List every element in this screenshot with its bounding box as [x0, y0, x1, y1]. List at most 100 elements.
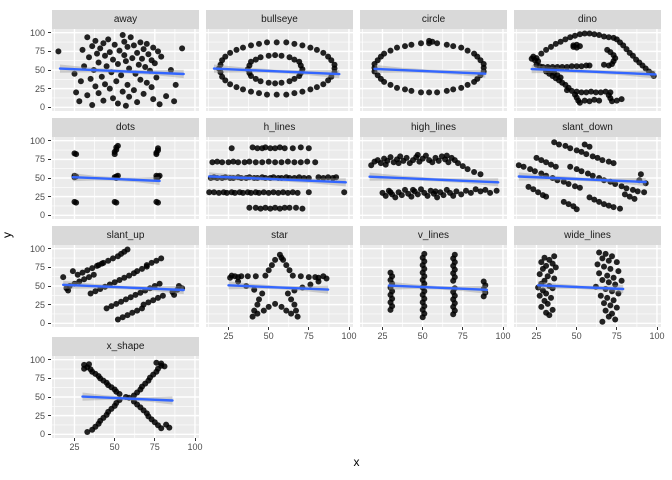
- facet-strip-dino: dino: [514, 10, 661, 29]
- x-tick-mark: [616, 327, 618, 330]
- x-tick-label: 100: [649, 331, 665, 341]
- y-tick-label: 75: [34, 373, 45, 384]
- y-tick-label: 0: [39, 318, 45, 329]
- x-tick-mark: [502, 327, 504, 330]
- y-tick-mark: [48, 359, 51, 361]
- x-tick-mark: [536, 327, 537, 330]
- facet-strip-dots: dots: [52, 118, 199, 137]
- facet-panel-star: [206, 245, 353, 327]
- x-tick-mark: [422, 327, 424, 330]
- x-tick-label: 75: [457, 331, 468, 341]
- x-tick-mark: [228, 327, 229, 330]
- y-tick-mark: [48, 248, 51, 250]
- facet-strip-label: star: [271, 230, 288, 241]
- facet-strip-slant_down: slant_down: [514, 118, 661, 137]
- x-axis-title: x: [353, 455, 360, 469]
- facet-strip-label: wide_lines: [564, 230, 611, 241]
- facet-strip-high_lines: high_lines: [360, 118, 507, 137]
- x-tick-label: 25: [69, 442, 80, 452]
- y-tick-label: 50: [34, 392, 45, 402]
- facet-strip-wide_lines: wide_lines: [514, 226, 661, 245]
- regression-line: [536, 284, 625, 291]
- y-tick-mark: [48, 415, 51, 417]
- facet-panel-slant_down: [514, 137, 661, 219]
- facet-strip-label: h_lines: [263, 122, 296, 133]
- x-tick-mark: [154, 438, 156, 441]
- facet-strip-x_shape: x_shape: [52, 337, 199, 356]
- y-tick-mark: [48, 140, 51, 142]
- y-tick-mark: [48, 433, 51, 435]
- facet-strip-v_lines: v_lines: [360, 226, 507, 245]
- facet-panel-x_shape: [52, 356, 199, 438]
- facet-panel-v_lines: [360, 245, 507, 327]
- y-tick-mark: [48, 50, 51, 52]
- y-tick-label: 25: [34, 83, 45, 94]
- facet-strip-label: dino: [578, 14, 597, 25]
- y-tick-mark: [48, 106, 51, 108]
- facet-panel-dino: [514, 29, 661, 111]
- y-tick-label: 100: [29, 135, 45, 146]
- y-tick-mark: [48, 177, 51, 179]
- facet-strip-label: dots: [116, 122, 135, 133]
- facet-panel-wide_lines: [514, 245, 661, 327]
- facet-strip-slant_up: slant_up: [52, 226, 199, 245]
- facet-strip-label: x_shape: [106, 341, 145, 352]
- y-tick-label: 0: [39, 102, 45, 113]
- y-tick-mark: [48, 377, 51, 379]
- x-tick-mark: [194, 438, 196, 441]
- facet-strip-label: v_lines: [417, 230, 450, 241]
- x-tick-label: 50: [109, 442, 120, 452]
- y-tick-label: 100: [29, 243, 45, 254]
- y-tick-mark: [48, 266, 51, 268]
- x-tick-mark: [268, 327, 270, 330]
- facet-strip-label: bullseye: [261, 14, 298, 25]
- regression-line: [368, 175, 500, 184]
- regression-line: [61, 283, 185, 292]
- x-tick-label: 50: [263, 331, 274, 341]
- y-tick-mark: [48, 322, 51, 324]
- y-tick-label: 0: [39, 429, 45, 440]
- facet-strip-bullseye: bullseye: [206, 10, 353, 29]
- x-tick-label: 25: [223, 331, 234, 341]
- x-tick-mark: [462, 327, 464, 330]
- y-tick-label: 75: [34, 46, 45, 57]
- facet-strip-star: star: [206, 226, 353, 245]
- x-tick-mark: [114, 438, 116, 441]
- facet-panel-high_lines: [360, 137, 507, 219]
- x-tick-mark: [576, 327, 578, 330]
- y-tick-mark: [48, 196, 51, 198]
- facet-strip-label: high_lines: [410, 122, 457, 133]
- regression-line: [227, 284, 330, 291]
- x-tick-label: 75: [303, 331, 314, 341]
- x-tick-label: 100: [187, 442, 203, 452]
- facet-panel-bullseye: [206, 29, 353, 111]
- regression-line: [373, 67, 487, 75]
- facet-strip-label: slant_up: [106, 230, 145, 241]
- y-tick-mark: [48, 32, 51, 34]
- y-axis-title: y: [0, 232, 14, 238]
- x-tick-mark: [382, 327, 383, 330]
- x-tick-label: 100: [495, 331, 511, 341]
- y-tick-label: 50: [34, 281, 45, 291]
- y-tick-mark: [48, 69, 51, 71]
- y-tick-label: 25: [34, 191, 45, 202]
- x-tick-label: 75: [611, 331, 622, 341]
- facet-panel-away: [52, 29, 199, 111]
- facet-panel-circle: [360, 29, 507, 111]
- regression-line: [387, 284, 489, 291]
- regression-line: [58, 67, 185, 76]
- regression-line: [71, 176, 161, 183]
- x-tick-label: 50: [417, 331, 428, 341]
- x-tick-mark: [348, 327, 350, 330]
- y-tick-label: 100: [29, 27, 45, 38]
- facet-strip-away: away: [52, 10, 199, 29]
- y-tick-mark: [48, 285, 51, 287]
- y-tick-label: 75: [34, 262, 45, 273]
- x-tick-mark: [308, 327, 310, 330]
- regression-line: [212, 67, 341, 76]
- facet-panel-h_lines: [206, 137, 353, 219]
- regression-line: [517, 175, 647, 184]
- regression-line: [81, 395, 174, 402]
- facet-strip-label: slant_down: [562, 122, 613, 133]
- regression-line: [530, 67, 657, 76]
